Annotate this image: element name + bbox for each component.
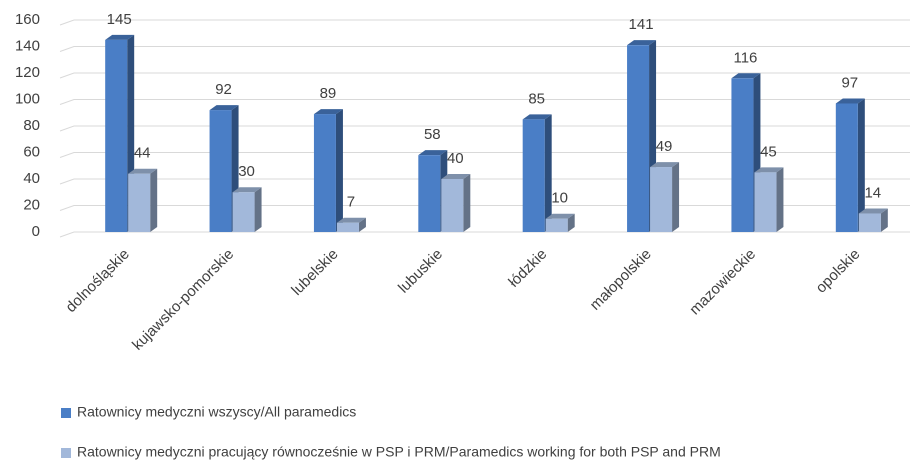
x-tick-label: mazowieckie <box>686 246 759 319</box>
bar-top <box>650 162 680 168</box>
bar <box>105 39 128 232</box>
data-label: 141 <box>629 16 654 33</box>
bar <box>835 103 858 232</box>
bar-top <box>731 73 761 79</box>
bar-side <box>335 109 343 232</box>
bar <box>232 192 255 232</box>
bar-top <box>835 98 865 104</box>
bar <box>754 172 777 232</box>
bar-side <box>254 187 262 232</box>
data-label: 14 <box>864 184 881 201</box>
bar-top <box>128 168 158 174</box>
data-label: 44 <box>134 145 151 162</box>
x-tick-label: lubelskie <box>288 246 341 299</box>
y-tick-label: 100 <box>15 90 40 107</box>
bar-top <box>105 34 135 40</box>
y-tick-label: 140 <box>15 37 40 54</box>
bar-side <box>358 217 366 232</box>
grid-line <box>59 19 910 26</box>
data-label: 92 <box>215 81 232 98</box>
bar-side <box>857 98 865 232</box>
bar-top <box>336 217 366 223</box>
bar-top <box>627 40 657 46</box>
x-tick-label: łódzkie <box>505 246 550 291</box>
x-tick-label: dolnośląskie <box>62 246 132 316</box>
y-tick-label: 40 <box>23 170 40 187</box>
bar-side <box>776 167 784 232</box>
legend-swatch <box>61 408 71 418</box>
bar <box>441 179 464 232</box>
bar-top <box>522 114 552 120</box>
bar-side <box>880 208 888 232</box>
data-label: 58 <box>424 126 441 143</box>
bar <box>128 173 151 232</box>
x-tick-label: kujawsko-pomorskie <box>129 246 237 354</box>
bar-side <box>544 114 552 232</box>
y-tick-label: 120 <box>15 64 40 81</box>
data-label: 49 <box>656 138 673 155</box>
grid-line <box>59 231 910 238</box>
grid-line <box>59 152 910 158</box>
bar-side <box>672 162 680 232</box>
bar <box>627 45 650 232</box>
x-tick-label: małopolskie <box>587 246 655 314</box>
y-tick-label: 60 <box>23 143 40 160</box>
bar <box>731 78 754 232</box>
bar <box>418 155 441 232</box>
bar <box>522 119 545 232</box>
bar <box>336 222 359 232</box>
data-label: 45 <box>760 143 777 160</box>
bar-side <box>567 213 575 232</box>
grid-line <box>59 72 910 79</box>
data-label: 89 <box>320 85 337 102</box>
bar-top <box>209 105 239 111</box>
bar-top <box>313 109 343 115</box>
bar-side <box>150 168 158 232</box>
data-label: 30 <box>238 163 255 180</box>
bar <box>209 110 232 232</box>
x-tick-label: lubuskie <box>395 246 446 297</box>
y-tick-label: 80 <box>23 117 40 134</box>
bar-top <box>754 167 784 173</box>
data-label: 85 <box>528 90 545 107</box>
x-tick-label: opolskie <box>813 246 864 297</box>
y-tick-label: 160 <box>15 11 40 28</box>
legend-swatch <box>61 448 71 458</box>
grid-line <box>59 125 910 132</box>
data-label: 97 <box>841 74 858 91</box>
y-tick-label: 0 <box>32 223 40 240</box>
data-label: 40 <box>447 150 464 167</box>
bar <box>858 213 881 232</box>
bar-top <box>441 174 471 179</box>
bar-side <box>463 174 471 232</box>
grid-line <box>59 46 910 52</box>
bar <box>313 114 336 232</box>
bar-top <box>545 213 575 219</box>
legend-label: Ratownicy medyczni pracujący równocześni… <box>77 444 721 460</box>
data-label: 145 <box>107 11 132 28</box>
data-label: 7 <box>347 194 355 211</box>
bar-top <box>858 208 888 214</box>
y-tick-label: 20 <box>23 196 40 213</box>
data-label: 116 <box>733 49 757 66</box>
bar-top <box>232 187 262 193</box>
bar <box>545 218 568 232</box>
legend-label: Ratownicy medyczni wszyscy/All paramedic… <box>77 404 356 420</box>
bar <box>650 167 673 232</box>
grid-line <box>59 99 910 105</box>
bar-top <box>418 150 448 156</box>
data-label: 10 <box>551 190 568 207</box>
